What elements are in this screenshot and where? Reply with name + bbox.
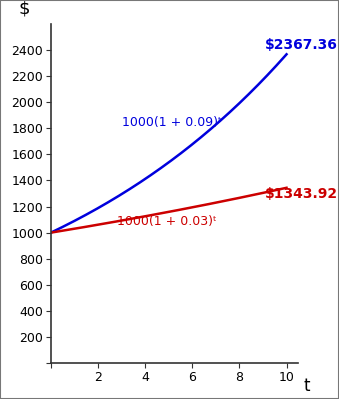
Text: 1000(1 + 0.03)ᵗ: 1000(1 + 0.03)ᵗ: [117, 215, 217, 229]
Text: t: t: [303, 377, 310, 395]
Text: $: $: [19, 0, 30, 17]
Text: 1000(1 + 0.09)ᵗ: 1000(1 + 0.09)ᵗ: [122, 116, 221, 129]
Text: $2367.36: $2367.36: [265, 38, 338, 52]
Text: $1343.92: $1343.92: [265, 187, 338, 201]
